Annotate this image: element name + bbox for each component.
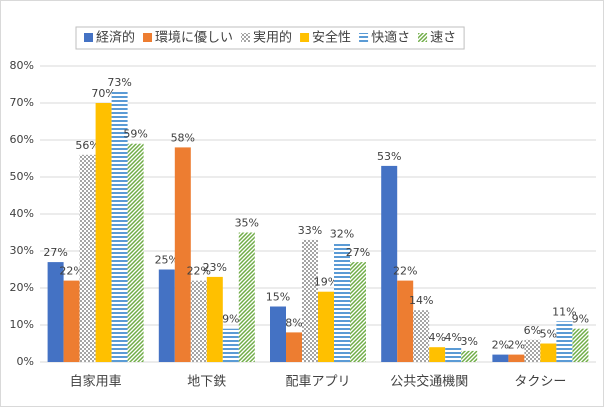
value-label: 3%	[460, 335, 477, 348]
legend-box	[75, 26, 465, 50]
value-label: 6%	[524, 324, 541, 337]
value-label: 19%	[314, 276, 338, 289]
value-label: 70%	[91, 87, 115, 100]
legend-label: 快適さ	[371, 30, 410, 46]
y-tick-label: 30%	[10, 244, 34, 257]
bar	[540, 343, 557, 362]
value-label: 4%	[428, 331, 445, 344]
y-tick-label: 20%	[10, 281, 34, 294]
value-label: 14%	[409, 294, 433, 307]
value-label: 9%	[572, 313, 589, 326]
bar	[63, 280, 80, 362]
bar	[206, 276, 223, 362]
x-tick-label: 地下鉄	[187, 375, 226, 390]
bar	[413, 310, 430, 362]
y-tick-label: 60%	[10, 133, 34, 146]
value-label: 53%	[377, 150, 401, 163]
value-label: 11%	[552, 305, 576, 318]
value-label: 27%	[43, 246, 67, 259]
value-label: 8%	[285, 316, 302, 329]
x-tick-label: 公共交通機関	[390, 374, 468, 390]
bar	[190, 280, 207, 362]
value-label: 58%	[171, 131, 195, 144]
value-label: 2%	[508, 339, 525, 352]
bar	[222, 328, 239, 362]
bar	[79, 154, 96, 362]
legend-marker	[143, 33, 153, 42]
bar	[302, 239, 318, 362]
bar	[174, 147, 191, 362]
y-tick-label: 0%	[17, 355, 34, 368]
bar	[318, 291, 334, 362]
bar	[238, 232, 255, 362]
bar	[350, 262, 366, 362]
value-label: 25%	[155, 254, 179, 267]
bar	[429, 347, 446, 362]
bar	[445, 347, 462, 362]
legend-label: 経済的	[96, 30, 135, 46]
y-tick-label: 40%	[10, 207, 34, 220]
value-label: 22%	[393, 265, 417, 278]
bar	[95, 103, 112, 362]
value-label: 9%	[222, 313, 239, 326]
bar	[572, 328, 589, 362]
bar	[508, 354, 525, 362]
legend-label: 速さ	[430, 31, 456, 46]
bar	[492, 354, 509, 362]
legend-marker	[300, 33, 310, 42]
legend-label: 安全性	[312, 30, 351, 46]
bar	[461, 350, 478, 362]
bar	[397, 280, 414, 362]
bar	[47, 262, 64, 362]
bar	[381, 165, 398, 362]
value-label: 35%	[235, 217, 259, 230]
bar	[286, 332, 302, 362]
y-tick-label: 70%	[10, 96, 34, 109]
bar	[556, 321, 573, 362]
value-label: 56%	[75, 139, 99, 152]
bar	[524, 339, 541, 362]
value-label: 15%	[266, 291, 290, 304]
bar	[127, 143, 144, 362]
value-label: 23%	[203, 261, 227, 274]
legend-marker	[84, 33, 93, 42]
legend-marker	[241, 33, 251, 42]
legend-label: 環境に優しい	[155, 31, 233, 46]
bar	[270, 306, 286, 362]
bar	[334, 243, 350, 362]
value-label: 22%	[187, 265, 211, 278]
value-label: 2%	[492, 339, 509, 352]
value-label: 33%	[298, 224, 322, 237]
y-tick-label: 80%	[10, 59, 34, 72]
value-label: 59%	[123, 128, 147, 141]
value-label: 32%	[330, 228, 354, 241]
legend-marker	[418, 33, 428, 42]
x-tick-label: 配車アプリ	[285, 375, 350, 390]
legend: 経済的 環境に優しい 実用的 安全性 快適さ 速さ	[75, 26, 465, 50]
value-label: 22%	[59, 265, 83, 278]
legend-label: 実用的	[253, 30, 292, 46]
bar	[111, 91, 128, 363]
value-label: 5%	[540, 328, 557, 341]
y-tick-label: 50%	[10, 170, 34, 183]
legend-marker	[359, 33, 369, 42]
value-label: 4%	[444, 331, 461, 344]
value-label: 73%	[107, 76, 131, 89]
x-tick-label: タクシー	[514, 375, 566, 390]
x-tick-label: 自家用車	[70, 374, 122, 390]
bar	[158, 269, 175, 362]
value-label: 27%	[346, 246, 370, 259]
y-tick-label: 10%	[10, 318, 34, 331]
